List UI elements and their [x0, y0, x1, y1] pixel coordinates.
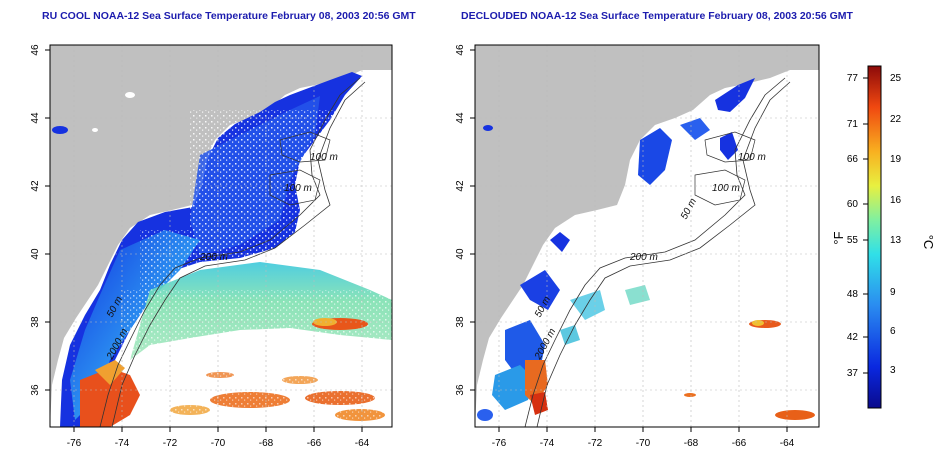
- left-contour-label-1: 100 m: [310, 152, 338, 163]
- right-lat-tick: 42: [455, 180, 466, 192]
- colorbar-f-tick: 37: [847, 368, 859, 379]
- right-lat-tick: 38: [455, 316, 466, 328]
- left-lat-tick: 46: [30, 44, 41, 56]
- left-lon-tick: -76: [67, 438, 82, 449]
- right-land-north: [475, 45, 819, 427]
- right-lon-tick: -72: [588, 438, 603, 449]
- right-map-title: DECLOUDED NOAA-12 Sea Surface Temperatur…: [461, 10, 853, 22]
- left-lat-tick: 42: [30, 180, 41, 192]
- right-contour-label-2: 100 m: [712, 183, 740, 194]
- right-lat-tick: 40: [455, 248, 466, 260]
- colorbar: [867, 65, 882, 409]
- left-lon-tick: -74: [115, 438, 130, 449]
- colorbar-c-tick: 9: [890, 287, 896, 298]
- left-contour-label-2: 100 m: [284, 183, 312, 194]
- left-lat-tick: 38: [30, 316, 41, 328]
- right-lon-tick: -64: [780, 438, 795, 449]
- left-land-north: [50, 45, 392, 427]
- colorbar-c-label: °C: [921, 235, 936, 250]
- colorbar-f-tick: 48: [847, 289, 859, 300]
- left-lat-tick: 40: [30, 248, 41, 260]
- colorbar-c-tick: 19: [890, 154, 902, 165]
- colorbar-c-tick: 13: [890, 235, 902, 246]
- colorbar-f-tick: 66: [847, 154, 859, 165]
- left-lon-tick: -72: [163, 438, 178, 449]
- colorbar-f-label: °F: [831, 231, 846, 244]
- left-lat-tick: 44: [30, 112, 41, 124]
- right-map: [475, 45, 819, 427]
- left-map-title: RU COOL NOAA-12 Sea Surface Temperature …: [42, 10, 416, 22]
- colorbar-f-tick: 60: [847, 199, 859, 210]
- left-lon-tick: -64: [355, 438, 370, 449]
- left-lat-tick: 36: [30, 384, 41, 396]
- right-lon-tick: -76: [492, 438, 507, 449]
- colorbar-f-tick: 42: [847, 332, 859, 343]
- left-lon-tick: -66: [307, 438, 322, 449]
- colorbar-c-tick: 22: [890, 114, 902, 125]
- right-lon-tick: -74: [540, 438, 555, 449]
- right-contour-label-4: 200 m: [629, 252, 658, 263]
- right-lat-tick: 36: [455, 384, 466, 396]
- left-lon-tick: -68: [259, 438, 274, 449]
- colorbar-c-tick: 25: [890, 73, 902, 84]
- right-contour-label-1: 100 m: [738, 152, 766, 163]
- colorbar-f-tick: 71: [847, 119, 859, 130]
- right-lon-tick: -66: [732, 438, 747, 449]
- colorbar-c-tick: 3: [890, 365, 896, 376]
- left-lon-tick: -70: [211, 438, 226, 449]
- right-lon-tick: -68: [684, 438, 699, 449]
- right-lon-tick: -70: [636, 438, 651, 449]
- colorbar-c-tick: 6: [890, 326, 896, 337]
- left-contour-label-3: 200 m: [199, 252, 228, 263]
- right-lat-tick: 44: [455, 112, 466, 124]
- colorbar-f-tick: 55: [847, 235, 859, 246]
- right-lat-tick: 46: [455, 44, 466, 56]
- colorbar-f-tick: 77: [847, 73, 859, 84]
- colorbar-c-tick: 16: [890, 195, 902, 206]
